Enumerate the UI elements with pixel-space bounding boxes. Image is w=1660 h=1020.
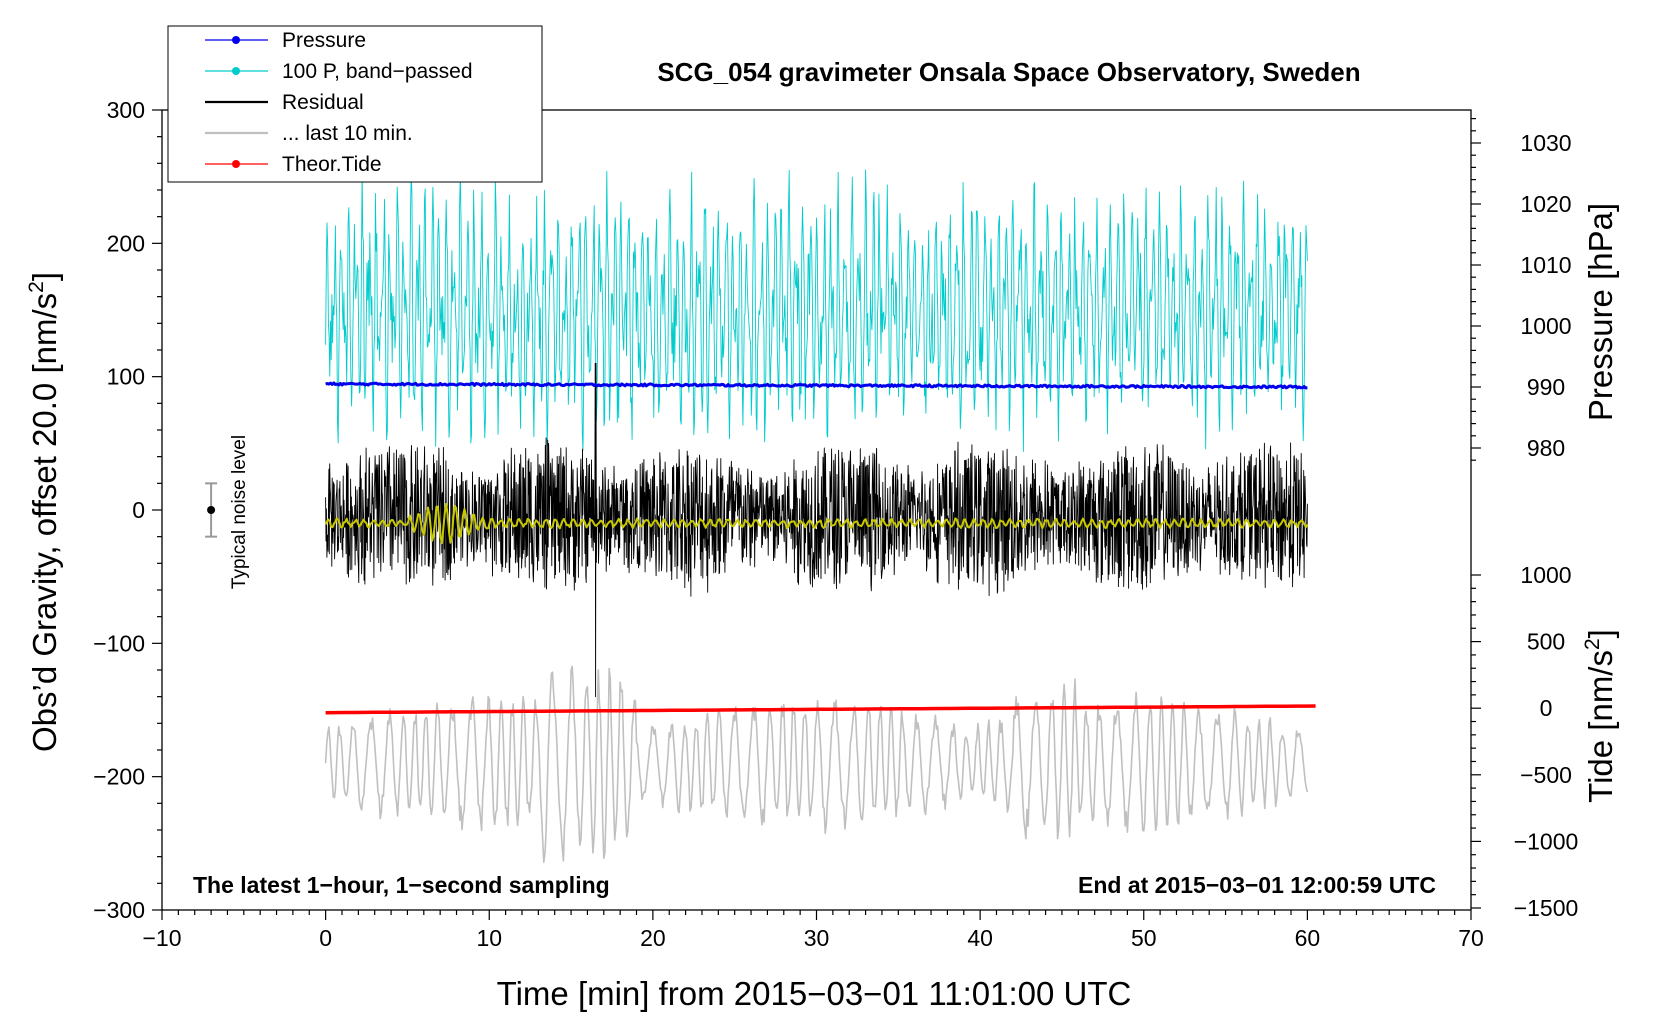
legend-item: 100 P, band−passed bbox=[205, 60, 473, 83]
legend-item: Theor.Tide bbox=[205, 153, 382, 176]
y-tide-end: ] bbox=[1582, 629, 1619, 638]
x-tick-label: 30 bbox=[804, 925, 830, 951]
legend-marker bbox=[232, 67, 240, 75]
y-tide-main: Tide [nm/s bbox=[1582, 650, 1619, 803]
pressure-tick-label: 1020 bbox=[1520, 191, 1571, 217]
y-axis-title-pressure: Pressure [hPa] bbox=[1582, 203, 1619, 421]
pressure-tick-label: 990 bbox=[1527, 374, 1565, 400]
legend-item: Residual bbox=[205, 91, 364, 114]
y-tick-label: 300 bbox=[107, 97, 145, 123]
x-tick-label: 0 bbox=[319, 925, 332, 951]
y-tick-label: 200 bbox=[107, 230, 145, 256]
y-axis-title-left: Obs’d Gravity, offset 20.0 [nm/s2] bbox=[25, 272, 63, 752]
series-layer bbox=[324, 169, 1316, 864]
y-tick-label: −200 bbox=[93, 764, 145, 790]
series-band-passed bbox=[325, 169, 1308, 452]
series-last-10-min bbox=[324, 665, 1309, 864]
y-tide-sup: 2 bbox=[1581, 638, 1604, 650]
y-tick-label: 100 bbox=[107, 364, 145, 390]
legend-label: Theor.Tide bbox=[282, 153, 382, 176]
x-tick-label: 50 bbox=[1131, 925, 1157, 951]
noise-dot bbox=[207, 506, 216, 514]
tide-tick-label: −1500 bbox=[1514, 895, 1579, 921]
y-left-end: ] bbox=[26, 272, 63, 281]
x-tick-label: 20 bbox=[640, 925, 666, 951]
x-axis-title: Time [min] from 2015−03−01 11:01:00 UTC bbox=[497, 975, 1132, 1012]
y-left-main: Obs’d Gravity, offset 20.0 [nm/s bbox=[26, 293, 63, 752]
legend-box bbox=[167, 25, 543, 183]
series-pressure bbox=[325, 381, 1308, 390]
tide-tick-label: −1000 bbox=[1514, 828, 1579, 854]
y-tick-label: −100 bbox=[93, 630, 145, 656]
legend-label: ... last 10 min. bbox=[282, 122, 413, 145]
series-smoothed-residual bbox=[324, 502, 1309, 545]
y-axis-title-tide: Tide [nm/s2] bbox=[1581, 629, 1619, 803]
legend-label: Residual bbox=[282, 91, 364, 114]
legend: Pressure 100 P, band−passed Residual ... la… bbox=[167, 25, 543, 183]
tide-tick-label: 1000 bbox=[1520, 562, 1571, 588]
y-left-sup: 2 bbox=[25, 281, 48, 293]
legend-label: 100 P, band−passed bbox=[282, 60, 473, 83]
tide-tick-label: 500 bbox=[1527, 629, 1565, 655]
legend-marker bbox=[232, 36, 240, 44]
series-theor-tide bbox=[325, 704, 1316, 715]
x-tick-label: −10 bbox=[142, 925, 181, 951]
chart-title: SCG_054 gravimeter Onsala Space Observat… bbox=[657, 57, 1360, 87]
pressure-tick-label: 1010 bbox=[1520, 252, 1571, 278]
x-tick-label: 10 bbox=[476, 925, 502, 951]
pressure-tick-label: 1030 bbox=[1520, 130, 1571, 156]
legend-item: Pressure bbox=[205, 29, 366, 52]
y-tick-label: −300 bbox=[93, 897, 145, 923]
pressure-tick-label: 1000 bbox=[1520, 313, 1571, 339]
note-right: End at 2015−03−01 12:00:59 UTC bbox=[1078, 872, 1436, 898]
note-left: The latest 1−hour, 1−second sampling bbox=[193, 872, 610, 898]
tide-tick-label: 0 bbox=[1540, 695, 1553, 721]
noise-label: Typical noise level bbox=[229, 435, 250, 589]
ticks-layer: −10 0 10 20 30 40 50 60 703002001000−100−200−300… bbox=[93, 97, 1578, 951]
tide-tick-label: −500 bbox=[1520, 762, 1572, 788]
legend-label: Pressure bbox=[282, 29, 366, 52]
x-tick-label: 60 bbox=[1295, 925, 1321, 951]
y-tick-label: 0 bbox=[132, 497, 145, 523]
noise-indicator: Typical noise level bbox=[205, 435, 250, 589]
pressure-tick-label: 980 bbox=[1527, 435, 1565, 461]
legend-marker bbox=[232, 160, 240, 168]
x-tick-label: 40 bbox=[967, 925, 993, 951]
x-tick-label: 70 bbox=[1458, 925, 1484, 951]
series-residual bbox=[325, 362, 1308, 698]
legend-item: ... last 10 min. bbox=[205, 122, 413, 145]
